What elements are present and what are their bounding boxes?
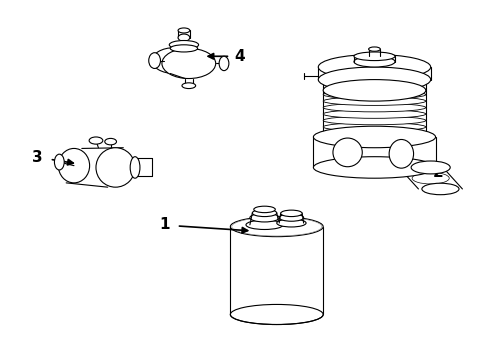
Ellipse shape [323, 129, 426, 138]
Text: 2: 2 [433, 165, 443, 180]
Ellipse shape [219, 56, 229, 71]
Ellipse shape [162, 48, 216, 78]
Ellipse shape [323, 123, 426, 131]
Ellipse shape [105, 138, 117, 145]
Ellipse shape [230, 217, 323, 237]
Ellipse shape [314, 126, 436, 148]
Ellipse shape [318, 67, 431, 92]
Ellipse shape [281, 210, 302, 217]
Ellipse shape [149, 53, 160, 68]
Ellipse shape [178, 28, 190, 33]
Ellipse shape [323, 97, 426, 105]
Ellipse shape [246, 220, 283, 229]
Ellipse shape [318, 54, 431, 80]
Ellipse shape [178, 34, 190, 41]
Ellipse shape [96, 148, 135, 187]
Ellipse shape [323, 103, 426, 112]
Text: 1: 1 [159, 217, 170, 232]
Ellipse shape [422, 183, 459, 195]
Ellipse shape [333, 138, 362, 167]
Ellipse shape [130, 157, 140, 178]
Text: 3: 3 [32, 150, 43, 165]
Ellipse shape [354, 56, 395, 67]
Ellipse shape [250, 213, 279, 222]
Ellipse shape [230, 305, 323, 324]
Ellipse shape [314, 157, 436, 178]
Ellipse shape [368, 47, 380, 51]
Ellipse shape [323, 110, 426, 118]
Ellipse shape [323, 80, 426, 101]
Ellipse shape [54, 154, 64, 170]
Ellipse shape [252, 210, 277, 217]
Ellipse shape [152, 48, 196, 73]
Ellipse shape [277, 219, 306, 227]
Ellipse shape [169, 41, 198, 49]
Ellipse shape [254, 206, 275, 213]
Ellipse shape [411, 161, 450, 174]
Ellipse shape [412, 172, 449, 184]
Ellipse shape [354, 52, 395, 60]
Ellipse shape [279, 214, 304, 221]
Text: 4: 4 [235, 49, 245, 64]
Ellipse shape [170, 45, 197, 52]
Ellipse shape [323, 90, 426, 99]
Ellipse shape [89, 137, 103, 144]
Ellipse shape [323, 116, 426, 125]
Ellipse shape [58, 148, 90, 183]
Ellipse shape [182, 83, 196, 89]
Ellipse shape [389, 139, 414, 168]
